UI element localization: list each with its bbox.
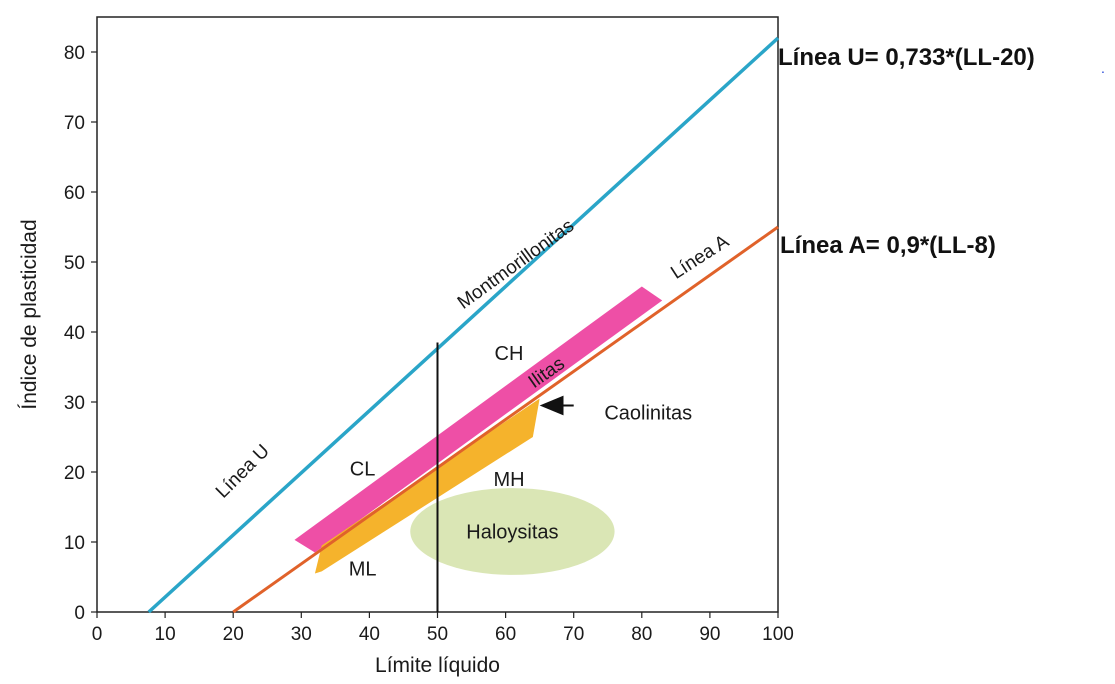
y-tick-label: 70 xyxy=(64,113,85,134)
y-tick-label: 10 xyxy=(64,533,85,554)
x-tick-label: 30 xyxy=(291,624,312,645)
x-tick-label: 70 xyxy=(563,624,584,645)
band-ilitas xyxy=(294,286,663,553)
region-label-haloysitas: Haloysitas xyxy=(466,522,558,544)
region-label-cl: CL xyxy=(350,459,376,481)
y-tick-label: 20 xyxy=(64,463,85,484)
y-tick-label: 30 xyxy=(64,393,85,414)
x-tick-label: 80 xyxy=(631,624,652,645)
x-tick-label: 60 xyxy=(495,624,516,645)
x-tick-label: 10 xyxy=(155,624,176,645)
line-u-equation: Línea U= 0,733*(LL-20) xyxy=(778,44,1035,71)
line-label-linea-u: Línea U xyxy=(212,441,274,503)
line-label-linea-a: Línea A xyxy=(667,231,733,284)
region-label-ml: ML xyxy=(349,559,377,581)
y-tick-label: 80 xyxy=(64,43,85,64)
haloysitas-ellipse xyxy=(410,488,615,575)
x-tick-label: 50 xyxy=(427,624,448,645)
region-label-ch: CH xyxy=(495,343,524,365)
blue-mark: . xyxy=(1101,60,1105,76)
x-tick-label: 0 xyxy=(92,624,103,645)
y-tick-label: 40 xyxy=(64,323,85,344)
region-label-caolinitas: Caolinitas xyxy=(604,403,692,425)
y-axis-title: Índice de plasticidad xyxy=(18,219,41,409)
region-label-mh: MH xyxy=(493,469,524,491)
x-tick-label: 90 xyxy=(699,624,720,645)
band-caolinitas xyxy=(314,398,540,574)
x-axis-title: Límite líquido xyxy=(375,654,500,677)
y-tick-label: 0 xyxy=(74,603,85,624)
line-label-montmorillonitas: Montmorillonitas xyxy=(454,215,578,313)
y-tick-label: 60 xyxy=(64,183,85,204)
series-linea-u xyxy=(147,36,780,614)
x-tick-label: 20 xyxy=(223,624,244,645)
line-a-equation: Línea A= 0,9*(LL-8) xyxy=(780,232,996,259)
x-tick-label: 40 xyxy=(359,624,380,645)
y-tick-label: 50 xyxy=(64,253,85,274)
x-tick-label: 100 xyxy=(762,624,794,645)
series-linea-a xyxy=(232,225,779,614)
